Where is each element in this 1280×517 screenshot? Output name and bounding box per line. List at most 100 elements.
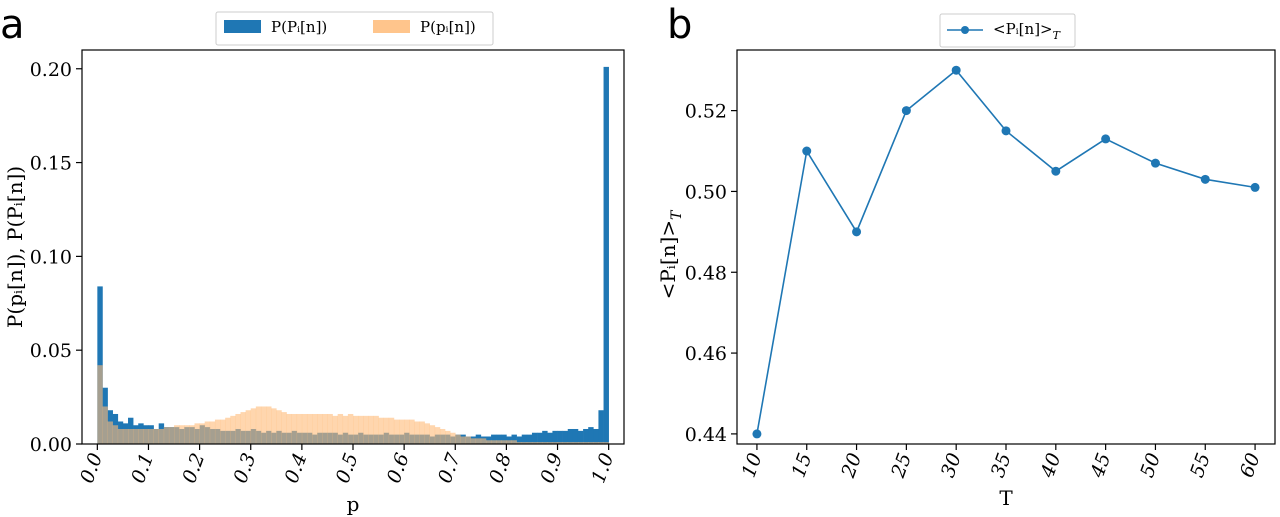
plot-frame-b bbox=[736, 49, 1276, 445]
bar-orange bbox=[189, 425, 195, 444]
bar-blue bbox=[516, 436, 523, 444]
bar-orange bbox=[337, 413, 344, 444]
data-point bbox=[951, 65, 961, 75]
bar-orange bbox=[450, 432, 456, 444]
bar-orange bbox=[204, 421, 211, 444]
bar-orange bbox=[291, 413, 298, 444]
bar-orange bbox=[281, 412, 287, 444]
y-axis-label-a: P(pᵢ[n]), P(Pᵢ[n]) bbox=[3, 166, 27, 328]
bar-orange bbox=[429, 425, 436, 444]
bar-blue bbox=[521, 434, 528, 444]
bar-orange bbox=[102, 406, 108, 444]
x-tick-label: 35 bbox=[987, 450, 1016, 480]
bar-orange bbox=[322, 413, 328, 444]
bar-orange bbox=[179, 425, 185, 444]
x-tick-label: 0.3 bbox=[229, 450, 260, 486]
legend-box-a bbox=[215, 11, 494, 46]
legend-swatch-blue bbox=[224, 20, 261, 33]
bar-orange bbox=[460, 436, 466, 444]
data-point bbox=[901, 106, 911, 116]
data-point bbox=[752, 429, 762, 439]
legend-label-blue: P(Pᵢ[n]) bbox=[271, 18, 327, 36]
x-tick-label: 55 bbox=[1186, 450, 1215, 480]
bar-orange bbox=[235, 413, 241, 444]
y-axis-label-b-main: <Pᵢ[n]> bbox=[656, 220, 680, 299]
bar-orange bbox=[286, 413, 292, 444]
bar-orange bbox=[434, 427, 441, 444]
bar-orange bbox=[255, 406, 262, 444]
bar-orange bbox=[240, 412, 246, 444]
bar-orange bbox=[496, 440, 502, 444]
series-blue-bars bbox=[97, 66, 609, 444]
bar-orange bbox=[312, 413, 318, 444]
bar-orange bbox=[266, 406, 272, 444]
bar-orange bbox=[138, 428, 144, 444]
y-axis-b: 0.44 0.46 0.48 0.50 0.52 bbox=[685, 101, 737, 446]
legend-label-line-main: <Pᵢ[n]> bbox=[993, 20, 1053, 38]
bar-orange bbox=[174, 425, 180, 444]
bar-orange bbox=[506, 440, 512, 444]
x-tick-label: 50 bbox=[1136, 450, 1165, 480]
bar-orange bbox=[480, 438, 487, 444]
bar-orange bbox=[445, 430, 451, 444]
bar-orange bbox=[475, 438, 482, 444]
bar-orange bbox=[404, 419, 410, 444]
bar-orange bbox=[526, 442, 533, 444]
x-tick-label: 0.8 bbox=[485, 450, 516, 486]
bar-orange bbox=[148, 428, 154, 444]
bar-orange bbox=[163, 427, 170, 444]
bar-orange bbox=[424, 423, 430, 444]
bar-orange bbox=[593, 442, 599, 444]
x-tick-label: 60 bbox=[1236, 450, 1265, 480]
bar-orange bbox=[511, 440, 517, 444]
bar-orange bbox=[501, 440, 507, 444]
bar-orange bbox=[347, 413, 354, 444]
bar-orange bbox=[353, 415, 359, 444]
bar-orange bbox=[133, 428, 139, 444]
bar-orange bbox=[245, 410, 252, 444]
x-tick-label: 0.2 bbox=[178, 450, 209, 486]
data-point bbox=[802, 146, 812, 156]
legend-box-b bbox=[939, 13, 1076, 48]
x-tick-label: 1.0 bbox=[587, 450, 618, 486]
bar-orange bbox=[230, 415, 236, 444]
x-tick-label: 0.0 bbox=[76, 450, 107, 486]
bar-orange bbox=[122, 428, 129, 444]
y-tick-label: 0.05 bbox=[30, 340, 72, 362]
y-tick-label: 0.44 bbox=[685, 424, 727, 446]
bar-orange bbox=[414, 421, 420, 444]
bar-orange bbox=[491, 440, 497, 444]
bar-orange bbox=[409, 419, 415, 444]
bar-blue bbox=[562, 430, 569, 444]
bar-blue bbox=[537, 432, 543, 444]
bar-orange bbox=[521, 442, 528, 444]
bar-orange bbox=[583, 442, 589, 444]
bar-orange bbox=[373, 415, 379, 444]
bar-orange bbox=[531, 442, 538, 444]
legend-label-line: <Pᵢ[n]>T bbox=[993, 20, 1062, 42]
bar-blue bbox=[542, 430, 548, 444]
bar-orange bbox=[184, 425, 190, 444]
y-tick-label: 0.46 bbox=[685, 343, 727, 365]
bar-orange bbox=[603, 442, 609, 444]
bar-orange bbox=[143, 428, 149, 444]
bar-orange bbox=[220, 419, 226, 444]
x-tick-label: 0.6 bbox=[383, 450, 414, 486]
x-tick-label: 0.9 bbox=[536, 450, 567, 486]
x-axis-label-b: T bbox=[999, 486, 1013, 510]
bar-orange bbox=[97, 365, 103, 444]
bar-blue bbox=[588, 427, 594, 444]
bar-orange bbox=[301, 413, 308, 444]
bar-orange bbox=[363, 415, 369, 444]
bar-orange bbox=[199, 423, 206, 444]
bar-blue bbox=[572, 428, 579, 444]
bar-orange bbox=[537, 442, 543, 444]
histogram-panel: 0.000.050.100.150.20 0.0 0.1 0.2 0.3 0.4 0.5 0… bbox=[3, 11, 625, 516]
x-tick-label: 30 bbox=[937, 450, 966, 480]
series-markers bbox=[752, 65, 1260, 439]
y-tick-label: 0.00 bbox=[30, 434, 72, 456]
y-tick-label: 0.50 bbox=[685, 181, 727, 203]
bar-orange bbox=[572, 442, 579, 444]
panel-label-a: a bbox=[0, 2, 25, 48]
